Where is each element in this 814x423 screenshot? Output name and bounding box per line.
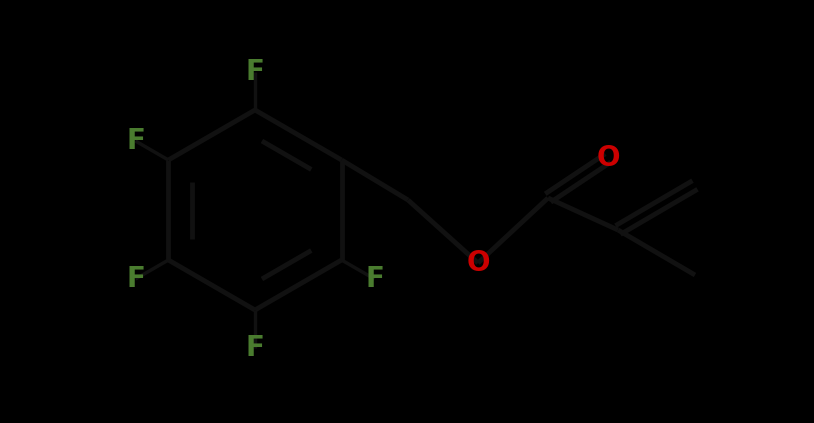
Text: F: F <box>365 265 384 293</box>
Text: F: F <box>126 265 145 293</box>
Text: O: O <box>596 144 619 172</box>
Text: F: F <box>126 127 145 155</box>
Text: F: F <box>246 334 265 362</box>
Text: F: F <box>246 58 265 86</box>
Text: O: O <box>466 249 490 277</box>
